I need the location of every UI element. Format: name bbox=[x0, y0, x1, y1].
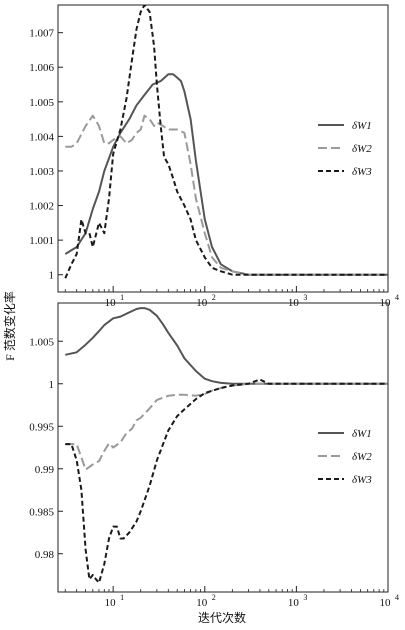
x-tick-label: 10 bbox=[380, 597, 392, 609]
y-tick-label: 0.99 bbox=[35, 464, 55, 476]
legend-label-dW2: δW2 bbox=[352, 143, 372, 155]
x-tick-exponent: 4 bbox=[395, 293, 399, 302]
x-axis-label: 迭代次数 bbox=[198, 610, 246, 625]
x-tick-exponent: 3 bbox=[303, 593, 307, 602]
y-tick-label: 1 bbox=[49, 379, 55, 391]
series-line-dW3 bbox=[65, 378, 388, 584]
y-tick-label: 1.006 bbox=[29, 62, 54, 74]
y-tick-label: 1.005 bbox=[29, 97, 54, 109]
y-tick-label: 0.98 bbox=[35, 549, 55, 561]
legend-label-dW3: δW3 bbox=[352, 474, 372, 486]
y-axis-label: F 范数变化率 bbox=[2, 291, 17, 361]
y-tick-label: 1.005 bbox=[29, 336, 54, 348]
series-line-dW1 bbox=[64, 73, 388, 276]
legend-label-dW2: δW2 bbox=[352, 451, 372, 463]
series-line-dW1 bbox=[65, 307, 388, 385]
y-tick-label: 1.007 bbox=[29, 28, 54, 40]
plot-frame bbox=[57, 302, 389, 593]
y-tick-label: 1.003 bbox=[29, 166, 54, 178]
x-tick-exponent: 1 bbox=[120, 593, 124, 602]
y-tick-label: 0.995 bbox=[29, 421, 54, 433]
legend-label-dW1: δW1 bbox=[352, 428, 372, 440]
series-line-dW2 bbox=[65, 114, 388, 276]
y-tick-label: 1.002 bbox=[29, 201, 54, 213]
x-tick-exponent: 1 bbox=[120, 293, 124, 302]
y-tick-label: 1 bbox=[49, 270, 55, 282]
x-tick-exponent: 2 bbox=[212, 293, 216, 302]
x-tick-label: 10 bbox=[196, 597, 208, 609]
y-tick-label: 0.985 bbox=[29, 506, 54, 518]
panel-bottom: 10 1 10 2 10 3 10 40.980.9850.990.99511.005δW1δ… bbox=[29, 302, 399, 609]
panel-top: 10 1 10 2 10 3 10 411.0011.0021.0031.0041.0051.… bbox=[29, 4, 399, 309]
x-tick-label: 10 bbox=[105, 597, 117, 609]
x-tick-exponent: 2 bbox=[212, 593, 216, 602]
x-tick-exponent: 4 bbox=[395, 593, 399, 602]
legend-label-dW3: δW3 bbox=[352, 166, 372, 178]
x-tick-label: 10 bbox=[288, 597, 300, 609]
legend-label-dW1: δW1 bbox=[352, 120, 372, 132]
series-line-dW3 bbox=[64, 5, 388, 279]
y-tick-label: 1.001 bbox=[29, 235, 54, 247]
plot-frame bbox=[57, 4, 389, 293]
series-line-dW2 bbox=[65, 382, 388, 471]
y-tick-label: 1.004 bbox=[29, 131, 54, 143]
x-tick-exponent: 3 bbox=[303, 293, 307, 302]
